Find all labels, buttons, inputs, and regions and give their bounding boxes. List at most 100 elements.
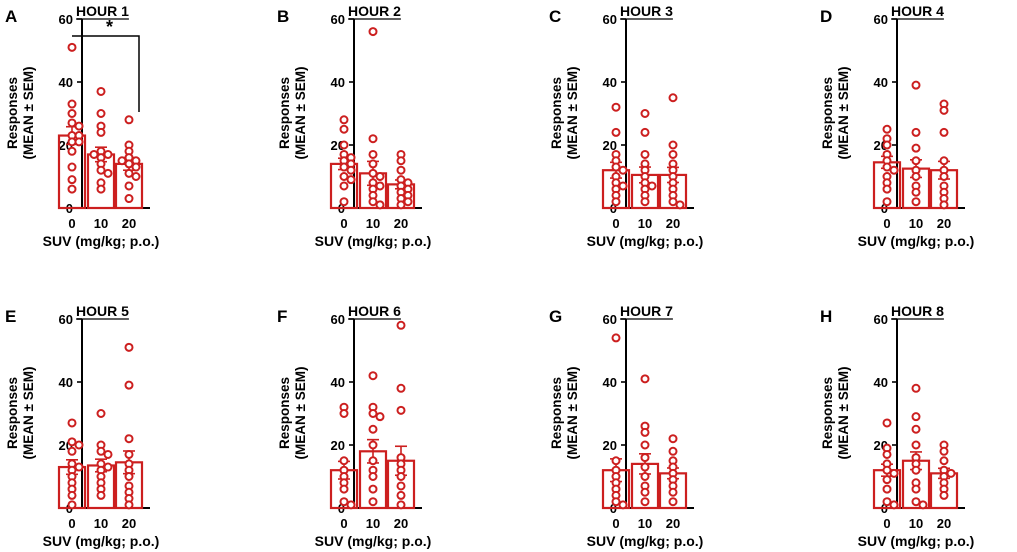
y-tick-label: 40	[331, 75, 345, 90]
data-point	[668, 140, 678, 150]
y-tick-label: 40	[874, 375, 888, 390]
data-point	[403, 197, 413, 207]
y-axis-label-line1: Responses	[820, 77, 835, 149]
x-axis-label: SUV (mg/kg; p.o.)	[858, 233, 975, 249]
x-tick-label: 0	[68, 516, 75, 531]
panel-letter: E	[5, 307, 16, 326]
y-tick-label: 60	[874, 312, 888, 327]
bar-group-0	[872, 124, 902, 210]
data-point	[939, 490, 949, 500]
data-point	[339, 140, 349, 150]
data-point	[67, 437, 77, 447]
data-point	[889, 500, 899, 510]
data-point	[882, 497, 892, 507]
data-point	[67, 500, 77, 510]
data-point	[396, 320, 406, 330]
data-point	[911, 187, 921, 197]
data-point	[882, 140, 892, 150]
data-point	[368, 440, 378, 450]
bar-group-10	[86, 409, 116, 510]
y-tick-label: 60	[59, 312, 73, 327]
data-point	[375, 181, 385, 191]
x-tick-label: 20	[937, 516, 951, 531]
data-point	[668, 197, 678, 207]
data-point	[396, 472, 406, 481]
data-point	[611, 197, 621, 207]
y-tick-label: 60	[331, 312, 345, 327]
x-tick-label: 20	[666, 216, 680, 231]
panel-title: HOUR 4	[891, 3, 944, 19]
panel-title: HOUR 3	[620, 3, 673, 19]
data-point	[640, 440, 650, 450]
data-point	[89, 149, 99, 159]
data-point	[640, 127, 650, 137]
y-tick-label: 60	[603, 312, 617, 327]
y-axis-label-line1: Responses	[277, 77, 292, 149]
bar-group-20	[929, 440, 959, 510]
x-tick-label: 10	[909, 216, 923, 231]
data-point	[339, 497, 349, 507]
data-point	[882, 449, 892, 459]
y-tick-label: 20	[603, 438, 617, 453]
data-point	[131, 172, 141, 181]
data-point	[131, 162, 141, 172]
data-point	[67, 99, 77, 109]
data-point	[918, 500, 928, 510]
x-axis-label: SUV (mg/kg; p.o.)	[315, 233, 432, 249]
significance-marker: *	[106, 17, 113, 37]
y-axis-label-line1: Responses	[549, 377, 564, 449]
bar-group-10	[901, 383, 931, 510]
x-axis-label: SUV (mg/kg; p.o.)	[587, 533, 704, 549]
data-point	[368, 484, 378, 494]
x-tick-label: 20	[394, 516, 408, 531]
data-point	[946, 468, 956, 478]
y-axis-label-line2: (MEAN ± SEM)	[293, 367, 308, 460]
data-point	[368, 197, 378, 207]
y-tick-label: 40	[603, 375, 617, 390]
panel-title: HOUR 5	[76, 303, 129, 319]
data-point	[67, 175, 77, 185]
x-tick-label: 0	[340, 216, 347, 231]
data-point	[67, 184, 77, 194]
y-tick-label: 60	[59, 12, 73, 27]
data-point	[96, 490, 106, 500]
bar-group-10	[86, 86, 116, 210]
data-point	[124, 500, 134, 510]
data-point	[939, 446, 949, 456]
y-axis-label-line2: (MEAN ± SEM)	[836, 67, 851, 160]
data-point	[96, 109, 106, 118]
data-point	[611, 102, 621, 112]
data-point	[124, 472, 134, 481]
y-axis-label-line1: Responses	[5, 77, 20, 149]
data-point	[640, 149, 650, 159]
panel-letter: A	[5, 7, 17, 26]
data-point	[939, 456, 949, 466]
bar-group-20	[114, 115, 144, 210]
panel-title: HOUR 8	[891, 303, 944, 319]
data-point	[911, 440, 921, 450]
data-point	[339, 197, 349, 207]
panel-title: HOUR 2	[348, 3, 401, 19]
x-axis-label: SUV (mg/kg; p.o.)	[858, 533, 975, 549]
y-axis-label-line2: (MEAN ± SEM)	[21, 67, 36, 160]
panel-letter: C	[549, 7, 561, 26]
data-point	[640, 472, 650, 481]
data-point	[396, 200, 406, 210]
bar-group-20	[658, 93, 688, 210]
x-axis-label: SUV (mg/kg; p.o.)	[315, 533, 432, 549]
data-point	[67, 418, 77, 428]
bar-group-0	[872, 418, 902, 510]
data-point	[911, 484, 921, 494]
x-tick-label: 0	[612, 216, 619, 231]
y-axis-label-line2: (MEAN ± SEM)	[565, 367, 580, 460]
y-tick-label: 40	[603, 75, 617, 90]
data-point	[618, 165, 628, 175]
y-axis-label: Responses(MEAN ± SEM)	[277, 67, 308, 160]
bar-group-0	[601, 333, 631, 510]
data-point	[103, 462, 113, 472]
data-point	[939, 172, 949, 181]
x-tick-label: 20	[666, 516, 680, 531]
data-point	[911, 383, 921, 393]
